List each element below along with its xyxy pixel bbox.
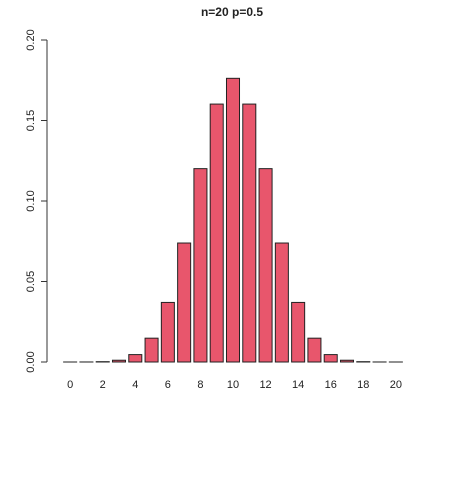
x-tick-label: 6 bbox=[165, 379, 171, 391]
x-tick-label: 10 bbox=[227, 379, 239, 391]
x-tick-label: 2 bbox=[100, 379, 106, 391]
bar bbox=[193, 168, 208, 363]
x-tick-label: 0 bbox=[67, 379, 73, 391]
bar bbox=[209, 103, 224, 363]
bar bbox=[225, 77, 241, 363]
bar bbox=[111, 359, 127, 363]
x-tick-label: 4 bbox=[132, 379, 138, 391]
bar bbox=[177, 242, 192, 363]
bar bbox=[128, 354, 143, 363]
x-tick-label: 16 bbox=[325, 379, 337, 391]
bar bbox=[160, 301, 175, 363]
bar bbox=[307, 337, 322, 363]
y-tick-label: 0.00 bbox=[25, 351, 37, 372]
x-tick-label: 18 bbox=[357, 379, 369, 391]
bar bbox=[258, 168, 273, 363]
y-tick-label: 0.20 bbox=[25, 29, 37, 50]
bar bbox=[323, 354, 338, 363]
chart-title: n=20 p=0.5 bbox=[201, 5, 263, 19]
x-tick-label: 20 bbox=[390, 379, 402, 391]
y-tick-label: 0.10 bbox=[25, 190, 37, 211]
y-tick-label: 0.15 bbox=[25, 110, 37, 131]
bar bbox=[339, 359, 355, 363]
y-tick-label: 0.05 bbox=[25, 271, 37, 292]
x-tick-label: 12 bbox=[259, 379, 271, 391]
bar bbox=[144, 337, 159, 363]
x-tick-label: 8 bbox=[197, 379, 203, 391]
x-tick-label: 14 bbox=[292, 379, 304, 391]
bar bbox=[242, 103, 257, 363]
bar bbox=[274, 242, 289, 363]
bar bbox=[291, 301, 306, 363]
